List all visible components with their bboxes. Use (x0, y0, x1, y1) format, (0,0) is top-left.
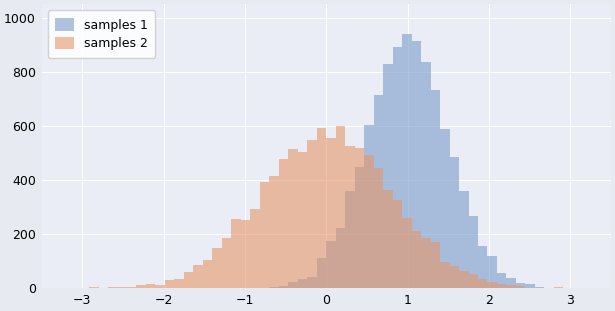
Bar (374, 95, 383, 288)
Bar (421, 239, 430, 288)
Bar (336, 228, 345, 288)
Bar (317, 128, 326, 288)
Bar (241, 220, 250, 288)
Bar (146, 284, 156, 288)
Bar (497, 273, 507, 288)
Bar (535, 287, 544, 288)
Bar (308, 140, 317, 288)
Bar (516, 283, 525, 288)
Bar (193, 265, 203, 288)
Bar (308, 277, 317, 288)
Bar (156, 285, 165, 288)
Bar (383, 64, 392, 288)
Bar (165, 280, 175, 288)
Bar (430, 90, 440, 288)
Bar (117, 287, 127, 288)
Bar (137, 285, 146, 288)
Bar (269, 287, 279, 288)
Bar (469, 274, 478, 288)
Bar (430, 242, 440, 288)
Bar (507, 278, 516, 288)
Bar (507, 285, 516, 288)
Bar (402, 218, 411, 288)
Bar (108, 287, 117, 288)
Bar (231, 219, 241, 288)
Bar (317, 258, 326, 288)
Bar (288, 149, 298, 288)
Bar (250, 209, 260, 288)
Bar (355, 148, 364, 288)
Bar (355, 167, 364, 288)
Bar (279, 286, 288, 288)
Bar (89, 287, 98, 288)
Bar (554, 287, 563, 288)
Bar (222, 238, 231, 288)
Bar (392, 47, 402, 288)
Bar (383, 190, 392, 288)
Bar (488, 256, 497, 288)
Bar (127, 287, 137, 288)
Bar (212, 248, 222, 288)
Bar (260, 182, 269, 288)
Bar (421, 62, 430, 288)
Bar (411, 231, 421, 288)
Bar (516, 286, 525, 288)
Bar (326, 241, 336, 288)
Bar (440, 262, 450, 288)
Bar (288, 281, 298, 288)
Bar (184, 272, 193, 288)
Bar (450, 266, 459, 288)
Bar (440, 129, 450, 288)
Bar (203, 260, 212, 288)
Bar (374, 168, 383, 288)
Bar (336, 126, 345, 288)
Bar (497, 284, 507, 288)
Legend: samples 1, samples 2: samples 1, samples 2 (48, 10, 156, 58)
Bar (459, 271, 469, 288)
Bar (488, 282, 497, 288)
Bar (478, 246, 488, 288)
Bar (459, 191, 469, 288)
Bar (411, 41, 421, 288)
Bar (478, 279, 488, 288)
Bar (392, 200, 402, 288)
Bar (279, 159, 288, 288)
Bar (364, 155, 374, 288)
Bar (298, 279, 308, 288)
Bar (345, 191, 355, 288)
Bar (450, 157, 459, 288)
Bar (269, 176, 279, 288)
Bar (364, 125, 374, 288)
Bar (402, 35, 411, 288)
Bar (345, 146, 355, 288)
Bar (298, 152, 308, 288)
Bar (469, 216, 478, 288)
Bar (326, 138, 336, 288)
Bar (525, 285, 535, 288)
Bar (175, 279, 184, 288)
